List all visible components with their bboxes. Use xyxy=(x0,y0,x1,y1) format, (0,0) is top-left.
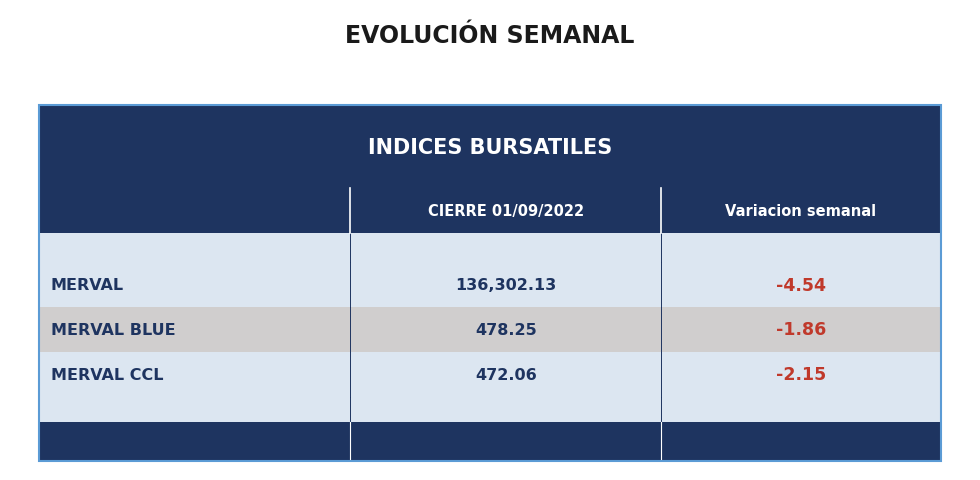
Text: Variacion semanal: Variacion semanal xyxy=(725,204,877,219)
Text: -4.54: -4.54 xyxy=(776,276,826,294)
Text: INDICES BURSATILES: INDICES BURSATILES xyxy=(368,137,612,157)
Text: MERVAL CCL: MERVAL CCL xyxy=(51,367,164,382)
Text: CIERRE 01/09/2022: CIERRE 01/09/2022 xyxy=(427,204,584,219)
Text: -2.15: -2.15 xyxy=(776,365,826,384)
Text: MERVAL BLUE: MERVAL BLUE xyxy=(51,322,175,337)
Text: MERVAL: MERVAL xyxy=(51,277,124,293)
Text: 478.25: 478.25 xyxy=(475,322,537,337)
Text: -1.86: -1.86 xyxy=(776,321,826,339)
Text: 472.06: 472.06 xyxy=(475,367,537,382)
Text: 136,302.13: 136,302.13 xyxy=(455,277,557,293)
Text: EVOLUCIÓN SEMANAL: EVOLUCIÓN SEMANAL xyxy=(345,24,635,48)
